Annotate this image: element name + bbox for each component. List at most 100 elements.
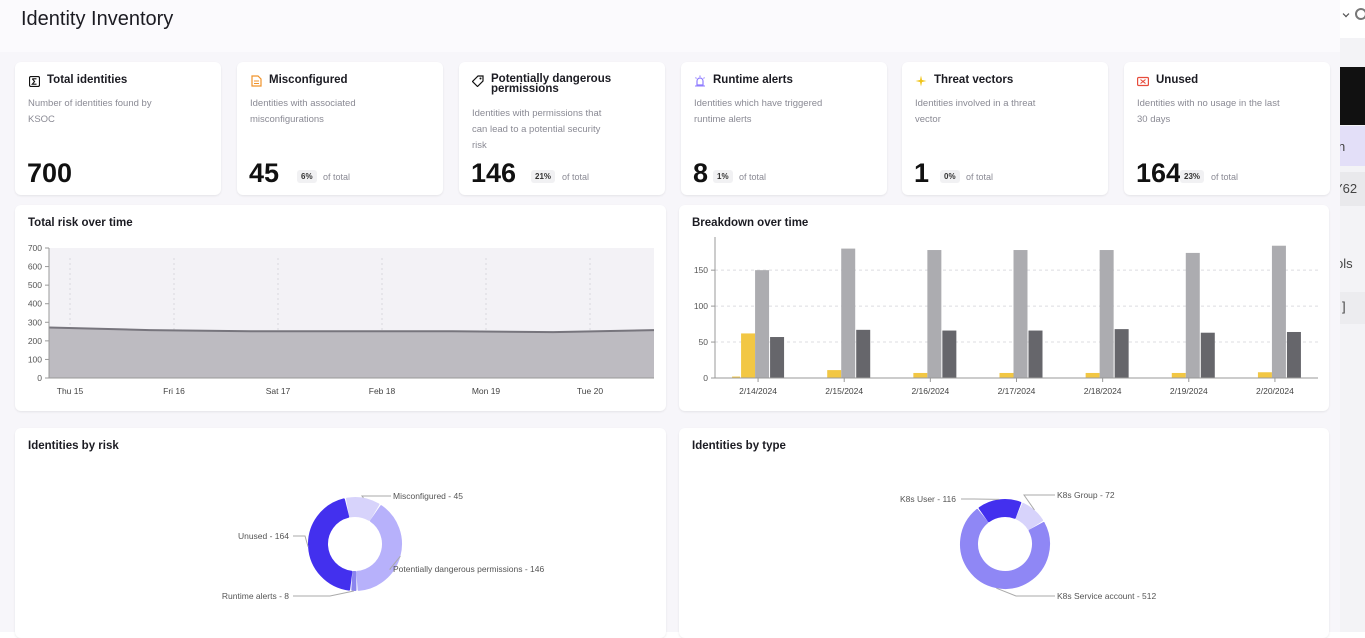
kpi-of-total: of total	[1211, 172, 1238, 182]
bar	[1014, 250, 1028, 378]
right-edge-text-1: n	[1340, 139, 1345, 154]
kpi-of-total: of total	[739, 172, 766, 182]
donut-slice	[980, 500, 1021, 521]
y-tick-label: 500	[28, 280, 42, 290]
kpi-card-threat-vectors[interactable]: Threat vectors Identities involved in a t…	[902, 62, 1108, 195]
kpi-card-total-identities[interactable]: Total identities Number of identities fou…	[15, 62, 221, 195]
x-tick-label: 2/15/2024	[825, 386, 863, 396]
siren-icon	[693, 74, 707, 88]
bar	[1029, 331, 1043, 378]
page-header	[0, 0, 1340, 52]
kpi-of-total: of total	[966, 172, 993, 182]
kpi-value: 146	[471, 158, 516, 189]
donut-slice	[309, 499, 351, 589]
x-tick-label: Feb 18	[369, 386, 396, 396]
donut-slice	[352, 572, 355, 590]
right-edge-text-4: ]	[1342, 299, 1346, 314]
bar	[1172, 373, 1186, 378]
slice-label: K8s User - 116	[900, 494, 956, 504]
kpi-header: Unused	[1136, 74, 1198, 88]
kpi-label: Potentially dangerous permissions	[491, 74, 641, 94]
slice-label: K8s Group - 72	[1057, 490, 1115, 500]
kpi-value: 45	[249, 158, 279, 189]
kpi-header: Potentially dangerous permissions	[471, 74, 641, 94]
leader-line	[293, 536, 308, 547]
bar	[1000, 373, 1014, 378]
bar	[1186, 253, 1200, 378]
x-tick-label: Mon 19	[472, 386, 501, 396]
kpi-label: Unused	[1156, 74, 1198, 86]
kpi-of-total: of total	[323, 172, 350, 182]
leader-line	[293, 591, 354, 596]
x-tick-label: Thu 15	[57, 386, 84, 396]
bar	[942, 331, 956, 378]
bar	[1115, 329, 1129, 378]
bar	[1272, 246, 1286, 378]
kpi-card-runtime-alerts[interactable]: Runtime alerts Identities which have trig…	[681, 62, 887, 195]
kpi-card-unused[interactable]: Unused Identities with no usage in the la…	[1124, 62, 1330, 195]
bar	[927, 250, 941, 378]
kpi-description: Identities involved in a threat vector	[915, 96, 1060, 128]
tag-icon	[471, 74, 485, 88]
bar	[770, 337, 784, 378]
sigma-icon	[27, 74, 41, 88]
kpi-value: 1	[914, 158, 929, 189]
bar	[741, 333, 755, 378]
document-icon	[249, 74, 263, 88]
x-tick-label: 2/16/2024	[911, 386, 949, 396]
kpi-percent-badge: 21%	[531, 170, 555, 183]
identities-by-type-chart: K8s Group - 72 K8s Service account - 512 K…	[679, 428, 1329, 638]
right-edge-text-2: Y62	[1340, 181, 1357, 196]
kpi-header: Total identities	[27, 74, 127, 88]
y-tick-label: 100	[694, 301, 708, 311]
kpi-percent-badge: 1%	[713, 170, 733, 183]
dark-block	[1340, 67, 1365, 125]
bar	[1258, 372, 1272, 378]
kpi-description: Identities with associated misconfigurat…	[250, 96, 395, 128]
kpi-description: Identities with no usage in the last 30 …	[1137, 96, 1282, 128]
y-tick-label: 700	[28, 243, 42, 253]
kpi-percent-badge: 6%	[297, 170, 317, 183]
kpi-card-dangerous-permissions[interactable]: Potentially dangerous permissions Identit…	[459, 62, 665, 195]
right-side-panel: n Y62 ols ]	[1340, 0, 1365, 632]
kpi-card-misconfigured[interactable]: Misconfigured Identities with associated …	[237, 62, 443, 195]
kpi-header: Threat vectors	[914, 74, 1013, 88]
x-tick-label: Fri 16	[163, 386, 185, 396]
slice-label: K8s Service account - 512	[1057, 591, 1156, 601]
x-tick-label: Tue 20	[577, 386, 603, 396]
y-tick-label: 0	[703, 373, 708, 383]
slice-label: Potentially dangerous permissions - 146	[393, 564, 544, 574]
bar	[1201, 333, 1215, 378]
x-tick-label: 2/20/2024	[1256, 386, 1294, 396]
y-tick-label: 600	[28, 262, 42, 272]
ticket-icon	[1136, 74, 1150, 88]
circle-icon[interactable]	[1355, 8, 1365, 20]
y-tick-label: 150	[694, 265, 708, 275]
x-tick-label: 2/18/2024	[1084, 386, 1122, 396]
kpi-header: Misconfigured	[249, 74, 348, 88]
leader-line	[996, 588, 1055, 596]
kpi-description: Number of identities found by KSOC	[28, 96, 173, 128]
kpi-label: Misconfigured	[269, 74, 348, 86]
kpi-label: Runtime alerts	[713, 74, 793, 86]
y-tick-label: 300	[28, 317, 42, 327]
bar	[827, 370, 841, 378]
kpi-header: Runtime alerts	[693, 74, 793, 88]
y-tick-label: 100	[28, 354, 42, 364]
kpi-description: Identities with permissions that can lea…	[472, 106, 617, 154]
sparkle-icon	[914, 74, 928, 88]
kpi-description: Identities which have triggered runtime …	[694, 96, 839, 128]
bar	[856, 330, 870, 378]
kpi-value: 8	[693, 158, 708, 189]
kpi-of-total: of total	[562, 172, 589, 182]
x-tick-label: 2/14/2024	[739, 386, 777, 396]
bar	[913, 373, 927, 378]
slice-label: Runtime alerts - 8	[222, 591, 289, 601]
x-tick-label: 2/17/2024	[998, 386, 1036, 396]
